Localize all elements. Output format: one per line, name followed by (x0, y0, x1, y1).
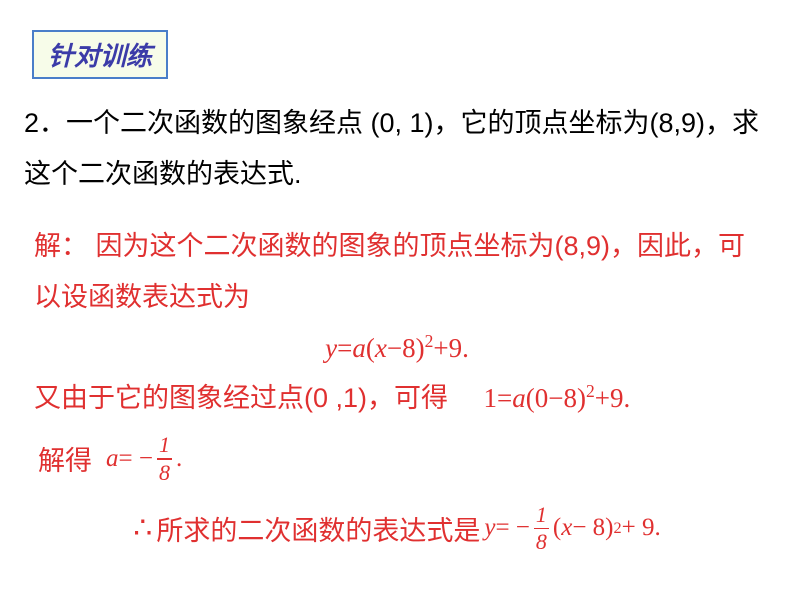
final-fraction: 1 8 (534, 504, 549, 554)
final-num: 1 (534, 504, 549, 526)
fraction-1-8: 1 8 (157, 434, 172, 484)
equation-1: y=a(x−8)2+9. (24, 331, 770, 364)
eq1-plus9: +9. (433, 333, 468, 363)
solve-label: 解得 (38, 439, 92, 478)
final-plus: + 9. (622, 514, 661, 542)
intro-text: 解： 因为这个二次函数的图象的顶点坐标为(8,9)，因此，可以设函数表达式为 (34, 231, 745, 312)
frac-num: 1 (157, 434, 172, 456)
badge-text: 针对训练 (48, 41, 152, 71)
slide-content: 2．一个二次函数的图象经点 (0, 1)，它的顶点坐标为(8,9)，求这个二次函… (24, 98, 770, 553)
a-period: . (176, 445, 182, 473)
problem-line: 2．一个二次函数的图象经点 (0, 1)，它的顶点坐标为(8,9)，求这个二次函… (24, 108, 759, 189)
eq1-minus8: −8) (387, 333, 425, 363)
solve-row: 解得 a = − 1 8 . (38, 434, 770, 484)
eq1-y: y (325, 333, 337, 363)
conclusion-text: 所求的二次函数的表达式是 (156, 509, 480, 548)
eq1-x: x (375, 333, 387, 363)
problem-text: 2．一个二次函数的图象经点 (0, 1)，它的顶点坐标为(8,9)，求这个二次函… (24, 98, 770, 201)
solution-block: 解： 因为这个二次函数的图象的顶点坐标为(8,9)，因此，可以设函数表达式为 y… (24, 221, 770, 553)
equation-2: 1=a(0−8)2+9. (484, 383, 631, 413)
conclusion-row: ∴ 所求的二次函数的表达式是 y = − 1 8 ( x − 8) 2 + 9. (24, 504, 770, 554)
eq2-lhs: 1= (484, 383, 513, 413)
final-rest: − 8) (572, 514, 613, 542)
eq2-rest: (0−8) (526, 383, 586, 413)
eq2-a: a (512, 383, 526, 413)
solution-line2: 又由于它的图象经过点(0 ,1)，可得 1=a(0−8)2+9. (34, 376, 770, 422)
therefore-symbol: ∴ (133, 511, 152, 546)
final-sq: 2 (614, 519, 622, 538)
eq2-sq: 2 (586, 381, 595, 401)
final-den: 8 (534, 531, 549, 553)
a-var: a (106, 445, 119, 473)
final-lparen: ( (553, 514, 561, 542)
eq1-lparen: ( (366, 333, 375, 363)
final-equation: y = − 1 8 ( x − 8) 2 + 9. (484, 504, 660, 554)
eq2-plus9: +9. (595, 383, 630, 413)
eq1-equals: = (337, 333, 352, 363)
a-equals: = − (119, 445, 153, 473)
eq1-a: a (352, 333, 366, 363)
practice-badge: 针对训练 (32, 30, 168, 79)
line2-text: 又由于它的图象经过点(0 ,1)，可得 (34, 383, 448, 413)
solution-intro: 解： 因为这个二次函数的图象的顶点坐标为(8,9)，因此，可以设函数表达式为 (34, 221, 770, 324)
frac-den: 8 (157, 462, 172, 484)
final-x: x (561, 514, 572, 542)
final-eq-sign: = − (495, 514, 529, 542)
final-y: y (484, 514, 495, 542)
